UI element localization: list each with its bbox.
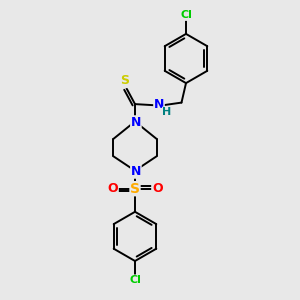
Text: N: N xyxy=(131,116,141,129)
Text: O: O xyxy=(107,182,118,195)
Text: H: H xyxy=(163,107,172,117)
Text: Cl: Cl xyxy=(129,275,141,285)
Text: N: N xyxy=(154,98,164,111)
Text: Cl: Cl xyxy=(180,10,192,20)
Text: O: O xyxy=(152,182,163,195)
Text: S: S xyxy=(130,182,140,196)
Text: S: S xyxy=(121,74,130,88)
Text: N: N xyxy=(131,165,141,178)
